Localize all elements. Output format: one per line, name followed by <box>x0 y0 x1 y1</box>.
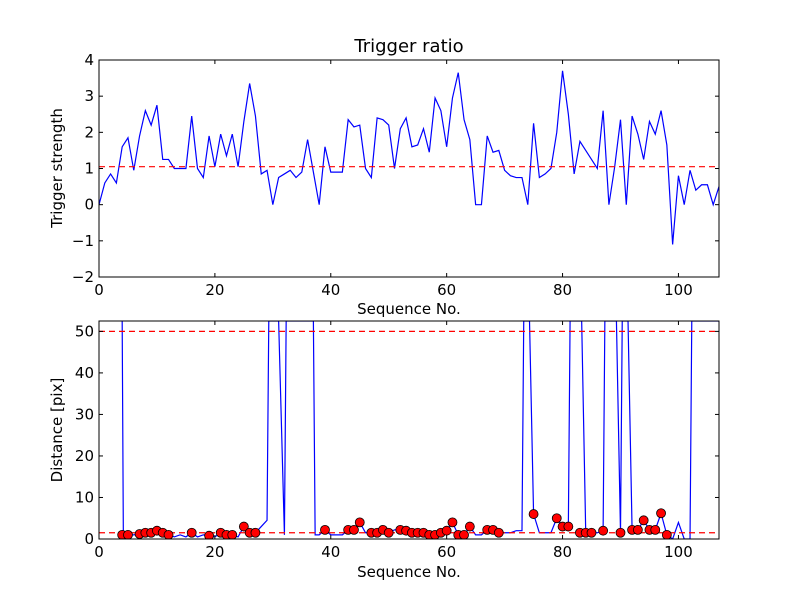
top-y-tick-label: 4 <box>84 51 94 69</box>
top-series-layer <box>99 70 719 245</box>
bottom-data-point <box>650 524 661 535</box>
bottom-data-point <box>493 527 504 538</box>
bottom-x-tick-label: 100 <box>664 543 693 561</box>
bottom-data-point <box>464 521 475 532</box>
bottom-data-point <box>204 530 214 539</box>
top-y-tick-label: 0 <box>84 196 94 214</box>
bottom-data-point <box>638 515 649 526</box>
top-x-tick-label: 60 <box>437 281 456 299</box>
top-x-tick-label: 80 <box>553 281 572 299</box>
bottom-data-point <box>615 527 626 538</box>
top-y-tick-label: −2 <box>72 268 94 286</box>
bottom-axes-frame <box>98 320 720 540</box>
bottom-plot-area: 0 20 40 60 80 100 0 10 20 30 40 50 <box>75 320 720 561</box>
bottom-data-point <box>656 508 666 519</box>
top-y-tick-label: 2 <box>84 123 94 141</box>
bottom-series-layer <box>99 321 719 539</box>
bottom-data-point <box>447 517 458 528</box>
bottom-data-point <box>123 529 133 539</box>
bottom-data-point <box>661 529 672 539</box>
bottom-data-point <box>441 525 452 536</box>
bottom-data-point <box>563 521 574 532</box>
top-series-line <box>99 70 719 245</box>
bottom-x-tick-label: 60 <box>437 543 456 561</box>
bottom-data-point <box>528 509 539 519</box>
bottom-plot-background <box>99 321 719 539</box>
top-x-tick-label: 0 <box>94 281 104 299</box>
bottom-panel: 0 20 40 60 80 100 0 10 20 30 40 50 Sequence No. Dis… <box>48 320 720 581</box>
bottom-data-point <box>598 525 609 536</box>
bottom-x-tick-label: 0 <box>94 543 104 561</box>
bottom-data-point <box>586 527 597 538</box>
bottom-y-tick-label: 40 <box>75 364 94 382</box>
bottom-y-tick-label: 0 <box>84 530 94 548</box>
bottom-data-point <box>551 513 562 524</box>
top-y-tick-label: 3 <box>84 87 94 105</box>
bottom-y-tick-label: 50 <box>75 322 94 340</box>
bottom-data-point <box>459 529 469 539</box>
bottom-y-tick-label: 20 <box>75 447 94 465</box>
bottom-data-point <box>383 527 394 538</box>
bottom-y-axis-label: Distance [pix] <box>48 378 66 483</box>
bottom-x-axis-label: Sequence No. <box>357 563 461 581</box>
top-plot-background <box>99 60 719 277</box>
top-x-tick-label: 20 <box>205 281 224 299</box>
top-plot-area: 0 20 40 60 80 100 −2 −1 0 1 2 3 4 <box>72 51 720 299</box>
top-panel: Trigger ratio 0 20 40 60 80 100 −2 −1 0 1 2 3 4 Sequ… <box>48 36 720 318</box>
top-y-axis-label: Trigger strength <box>48 108 66 229</box>
bottom-data-point <box>163 529 174 539</box>
bottom-data-point <box>320 524 330 535</box>
top-x-tick-label: 40 <box>321 281 340 299</box>
top-x-axis-label: Sequence No. <box>357 300 461 318</box>
bottom-x-tick-label: 20 <box>205 543 224 561</box>
top-y-tick-label: 1 <box>84 160 94 178</box>
bottom-x-tick-label: 80 <box>553 543 572 561</box>
bottom-data-point <box>349 524 359 535</box>
bottom-data-point <box>238 521 249 532</box>
bottom-data-point <box>227 529 238 539</box>
bottom-data-point <box>632 524 643 535</box>
top-chart-title: Trigger ratio <box>353 36 463 57</box>
bottom-data-point <box>250 527 261 538</box>
bottom-y-tick-label: 30 <box>75 405 94 423</box>
bottom-x-tick-label: 40 <box>321 543 340 561</box>
bottom-y-tick-label: 10 <box>75 488 94 506</box>
top-y-tick-label: −1 <box>72 232 94 250</box>
top-x-tick-label: 100 <box>664 281 693 299</box>
bottom-data-point <box>186 527 197 538</box>
bottom-data-point <box>354 517 365 528</box>
